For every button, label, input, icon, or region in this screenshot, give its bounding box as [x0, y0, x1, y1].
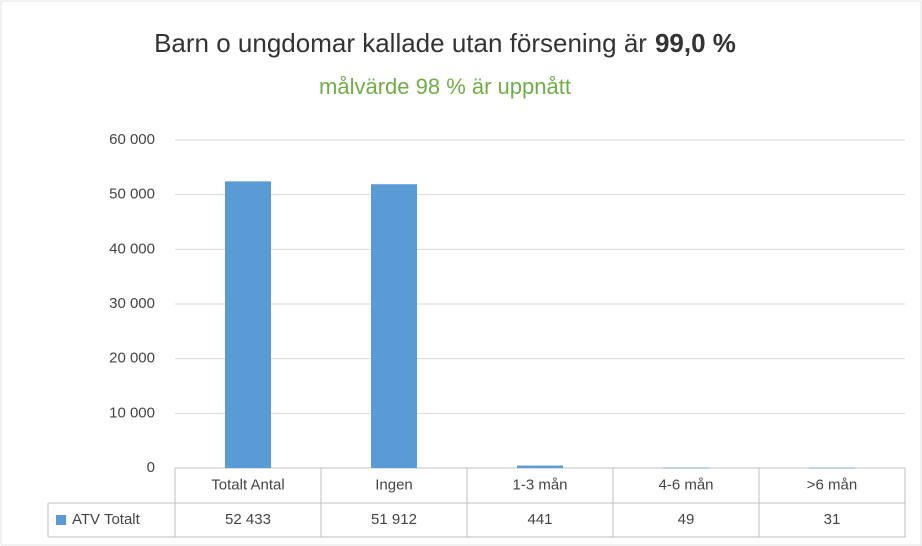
y-tick-label: 30 000	[109, 295, 155, 312]
y-tick-label: 50 000	[109, 186, 155, 203]
bar	[225, 181, 271, 468]
x-tick-label: 1-3 mån	[512, 476, 567, 493]
chart-title: Barn o ungdomar kallade utan försening ä…	[154, 28, 736, 58]
y-tick-label: 10 000	[109, 404, 155, 421]
legend-label: ATV Totalt	[72, 511, 141, 528]
data-label: 441	[527, 511, 552, 528]
bar	[809, 467, 855, 469]
x-tick-label: Ingen	[375, 476, 413, 493]
data-label: 31	[824, 511, 841, 528]
bar	[517, 465, 563, 468]
x-tick-label: 4-6 mån	[658, 476, 713, 493]
y-tick-label: 40 000	[109, 240, 155, 257]
y-tick-label: 20 000	[109, 350, 155, 367]
data-label: 52 433	[225, 511, 271, 528]
bar	[371, 184, 417, 468]
data-label: 49	[678, 511, 695, 528]
x-tick-label: >6 mån	[807, 476, 857, 493]
x-tick-label: Totalt Antal	[211, 476, 284, 493]
title-emphasis: 99,0 %	[655, 28, 736, 58]
y-tick-label: 60 000	[109, 131, 155, 148]
y-tick-label: 0	[147, 459, 155, 476]
bar	[663, 467, 709, 469]
data-label: 51 912	[371, 511, 417, 528]
title-text: Barn o ungdomar kallade utan försening ä…	[154, 28, 647, 58]
chart-subtitle: målvärde 98 % är uppnått	[319, 74, 571, 99]
legend-marker	[56, 515, 66, 525]
